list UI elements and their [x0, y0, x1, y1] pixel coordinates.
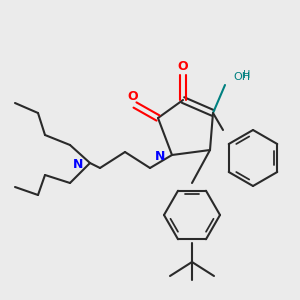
Text: N: N — [73, 158, 83, 172]
Text: O: O — [178, 61, 188, 74]
Text: H: H — [243, 70, 250, 80]
Text: OH: OH — [233, 72, 250, 82]
Text: N: N — [155, 151, 165, 164]
Text: O: O — [128, 91, 138, 103]
